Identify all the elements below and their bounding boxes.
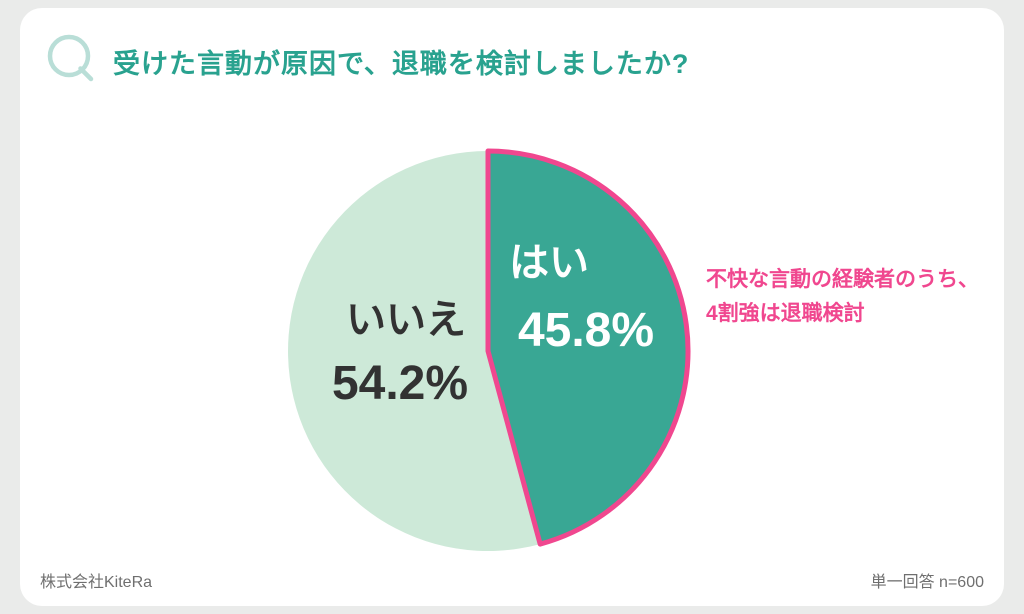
pie-slice-1: [288, 151, 541, 551]
pie-chart: [288, 148, 691, 551]
question-q-icon: [47, 34, 94, 82]
source-label: 株式会社KiteRa: [40, 574, 153, 591]
sample-size-label: 単一回答 n=600: [870, 574, 984, 591]
annotation-line-1: 不快な言動の経験者のうち、: [706, 268, 979, 291]
pie-slice-yes-label: はい: [509, 241, 589, 285]
chart-annotation: 不快な言動の経験者のうち、 4割強は退職検討: [706, 263, 979, 330]
pie-slice-0: [485, 148, 691, 547]
pie-slice-yes-value: 45.8%: [517, 304, 655, 357]
page-title: 受けた言動が原因で、退職を検討しましたか?: [113, 49, 690, 79]
pie-slice-no-label: いいえ: [346, 298, 466, 342]
annotation-line-2: 4割強は退職検討: [706, 301, 865, 325]
pie-slice-no-value: 54.2%: [331, 357, 469, 410]
